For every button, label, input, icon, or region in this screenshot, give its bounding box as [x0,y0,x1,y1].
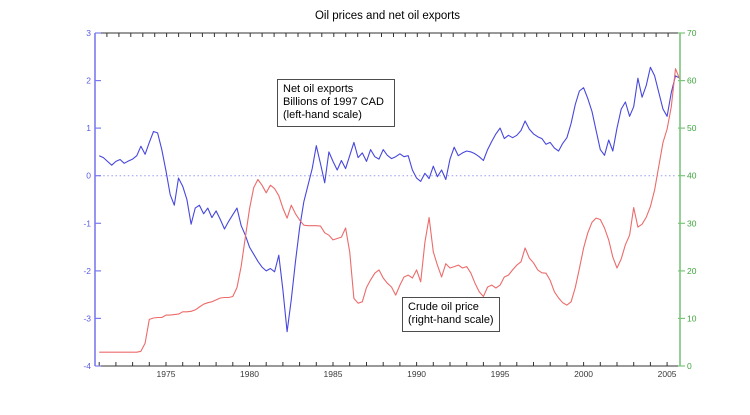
x-tick-label: 1990 [407,369,426,379]
net-exports-annotation-line1: Net oil exports [283,83,354,95]
crude-price-annotation: Crude oil price (right-hand scale) [402,297,500,332]
right-axis-tick-label: 0 [687,361,692,371]
left-axis-tick-label: -4 [83,361,91,371]
crude-price-annotation-line1: Crude oil price [408,301,479,313]
right-axis-tick-label: 30 [687,218,697,228]
net-exports-annotation-line3: (left-hand scale) [283,109,362,121]
right-axis-tick-label: 10 [687,313,697,323]
x-tick-label: 1995 [491,369,510,379]
right-axis-tick-label: 40 [687,171,697,181]
right-axis-tick-label: 60 [687,76,697,86]
net-exports-annotation: Net oil exports Billions of 1997 CAD (le… [277,79,395,127]
x-tick-label: 1975 [157,369,176,379]
x-tick-label: 2005 [658,369,677,379]
x-axis: 1975 1980 1985 1990 1995 2000 2005 [98,362,677,379]
left-axis-tick-label: -3 [83,313,91,323]
right-axis-tick-label: 20 [687,266,697,276]
x-tick-label: 2000 [574,369,593,379]
chart-title: Oil prices and net oil exports [314,10,461,22]
net-oil-exports-line [98,66,680,333]
top-ticks [94,33,681,37]
left-axis-tick-label: -1 [83,218,91,228]
left-axis: 3 2 1 0 -1 -2 -3 -4 [83,28,101,371]
x-tick-label: 1980 [240,369,259,379]
right-axis-tick-label: 70 [687,28,697,38]
x-tick-label: 1985 [324,369,343,379]
left-axis-tick-label: 3 [86,28,91,38]
right-axis: 70 60 50 40 30 20 10 0 [678,28,697,371]
crude-oil-price-line [99,68,681,353]
right-axis-tick-label: 50 [687,123,697,133]
left-axis-tick-label: 2 [86,76,91,86]
left-axis-tick-label: 1 [86,123,91,133]
net-exports-annotation-line2: Billions of 1997 CAD [283,96,384,108]
left-axis-tick-label: -2 [83,266,91,276]
plot-frame [95,32,680,367]
left-axis-tick-label: 0 [86,171,91,181]
crude-price-annotation-line2: (right-hand scale) [408,314,494,326]
